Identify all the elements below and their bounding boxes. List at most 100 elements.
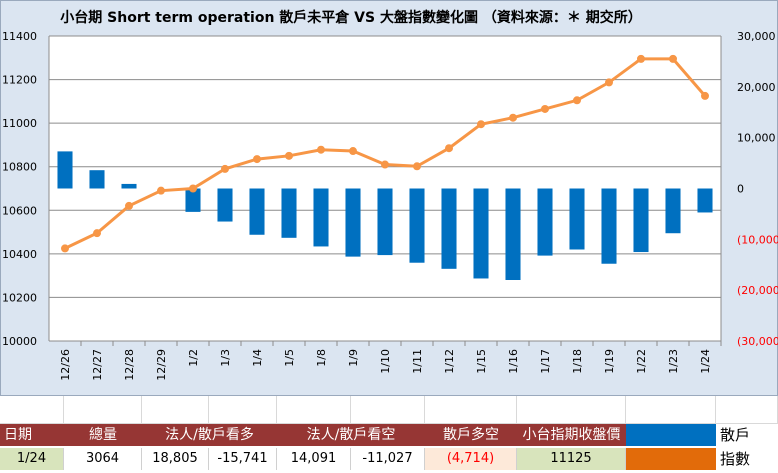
x-tick-label: 1/4 xyxy=(251,349,264,367)
index-point xyxy=(605,78,613,87)
bar xyxy=(665,188,681,234)
y-right-tick-label: 20,000 xyxy=(737,81,776,94)
grid-cell xyxy=(517,396,626,424)
index-point xyxy=(125,201,133,210)
bar xyxy=(569,188,585,250)
x-tick-label: 1/23 xyxy=(667,349,680,374)
bar xyxy=(601,188,617,264)
index-point xyxy=(157,186,165,195)
index-point xyxy=(509,113,517,122)
bar xyxy=(345,188,361,257)
x-tick-label: 1/2 xyxy=(187,349,200,367)
grid-strip xyxy=(0,396,778,424)
x-tick-label: 12/26 xyxy=(59,349,72,381)
x-tick-label: 1/18 xyxy=(571,349,584,374)
bar xyxy=(505,188,521,280)
index-point xyxy=(253,155,261,164)
index-point xyxy=(189,184,197,193)
index-point xyxy=(413,162,421,171)
grid-cell xyxy=(277,396,351,424)
bar xyxy=(537,188,553,256)
y-right-tick-label: (30,000) xyxy=(737,335,778,348)
bar xyxy=(249,188,265,235)
x-tick-label: 1/10 xyxy=(379,349,392,374)
header-close: 小台指期收盤價 xyxy=(517,424,626,446)
bar xyxy=(217,188,233,222)
bar xyxy=(697,188,713,213)
header-net: 散戶多空 xyxy=(425,424,517,446)
bar xyxy=(121,183,137,189)
table-header-row: 日期 總量 法人/散戶看多 法人/散戶看空 散戶多空 小台指期收盤價 散戶 xyxy=(0,424,778,446)
data-table: 日期 總量 法人/散戶看多 法人/散戶看空 散戶多空 小台指期收盤價 散戶 1/… xyxy=(0,424,778,473)
index-point xyxy=(701,91,709,100)
index-point xyxy=(317,145,325,154)
legend-swatch-index xyxy=(626,448,716,470)
index-point xyxy=(221,164,229,173)
header-short: 法人/散戶看空 xyxy=(277,424,425,446)
grid-cell xyxy=(0,396,64,424)
bar xyxy=(409,188,425,263)
value-long-retail: -15,741 xyxy=(209,448,277,470)
header-volume: 總量 xyxy=(64,424,142,446)
index-point xyxy=(445,144,453,153)
bar xyxy=(185,188,201,212)
index-point xyxy=(477,120,485,129)
x-tick-label: 1/17 xyxy=(539,349,552,374)
index-point xyxy=(349,147,357,156)
x-tick-label: 1/15 xyxy=(475,349,488,374)
table-value-row: 1/24 3064 18,805 -15,741 14,091 -11,027 … xyxy=(0,448,778,470)
legend-label-retail: 散戶 xyxy=(720,426,751,444)
x-tick-label: 1/24 xyxy=(699,349,712,374)
y-left-tick-label: 10200 xyxy=(2,291,37,304)
x-tick-label: 12/27 xyxy=(91,349,104,381)
x-tick-label: 1/12 xyxy=(443,349,456,374)
y-left-tick-label: 11200 xyxy=(2,74,37,87)
x-tick-label: 1/5 xyxy=(283,349,296,367)
y-right-tick-label: 10,000 xyxy=(737,132,776,145)
bar xyxy=(89,170,105,189)
value-short-inst: 14,091 xyxy=(277,448,351,470)
grid-cell xyxy=(351,396,425,424)
y-left-tick-label: 10600 xyxy=(2,204,37,217)
chart-title: 小台期 Short term operation 散戶未平倉 VS 大盤指數變化… xyxy=(60,10,642,26)
value-date: 1/24 xyxy=(0,448,64,470)
y-left-tick-label: 10400 xyxy=(2,248,37,261)
bar xyxy=(441,188,457,269)
x-tick-label: 1/9 xyxy=(347,349,360,367)
y-right-tick-label: (20,000) xyxy=(737,284,778,297)
grid-cell xyxy=(626,396,716,424)
index-point xyxy=(61,244,69,253)
index-point xyxy=(541,104,549,113)
legend-swatch-retail xyxy=(626,424,716,446)
y-left-tick-label: 11000 xyxy=(2,117,37,130)
legend-label-index: 指數 xyxy=(720,450,751,468)
y-right-tick-label: 0 xyxy=(737,183,744,196)
grid-cell xyxy=(142,396,209,424)
index-point xyxy=(669,54,677,63)
index-point xyxy=(573,96,581,105)
bar xyxy=(633,188,649,253)
chart-svg: 10000 10200 10400 10600 10800 11000 11200 11400… xyxy=(2,30,778,381)
y-left-tick-label: 11400 xyxy=(2,30,37,43)
bar xyxy=(377,188,393,256)
x-tick-label: 1/3 xyxy=(219,349,232,367)
x-tick-label: 12/28 xyxy=(123,349,136,381)
index-point xyxy=(285,151,293,160)
value-short-retail: -11,027 xyxy=(351,448,425,470)
index-point xyxy=(93,229,101,238)
value-volume: 3064 xyxy=(64,448,142,470)
bar xyxy=(473,188,489,279)
y-left-tick-label: 10000 xyxy=(2,335,37,348)
bar xyxy=(57,151,73,189)
grid-cell xyxy=(64,396,142,424)
index-point xyxy=(637,54,645,63)
grid-cell xyxy=(425,396,517,424)
grid-cell xyxy=(716,396,778,424)
index-point xyxy=(381,160,389,169)
bar xyxy=(281,188,297,238)
bar xyxy=(313,188,329,247)
x-tick-label: 1/22 xyxy=(635,349,648,374)
header-long: 法人/散戶看多 xyxy=(142,424,277,446)
value-long-inst: 18,805 xyxy=(142,448,209,470)
y-left-tick-label: 10800 xyxy=(2,161,37,174)
